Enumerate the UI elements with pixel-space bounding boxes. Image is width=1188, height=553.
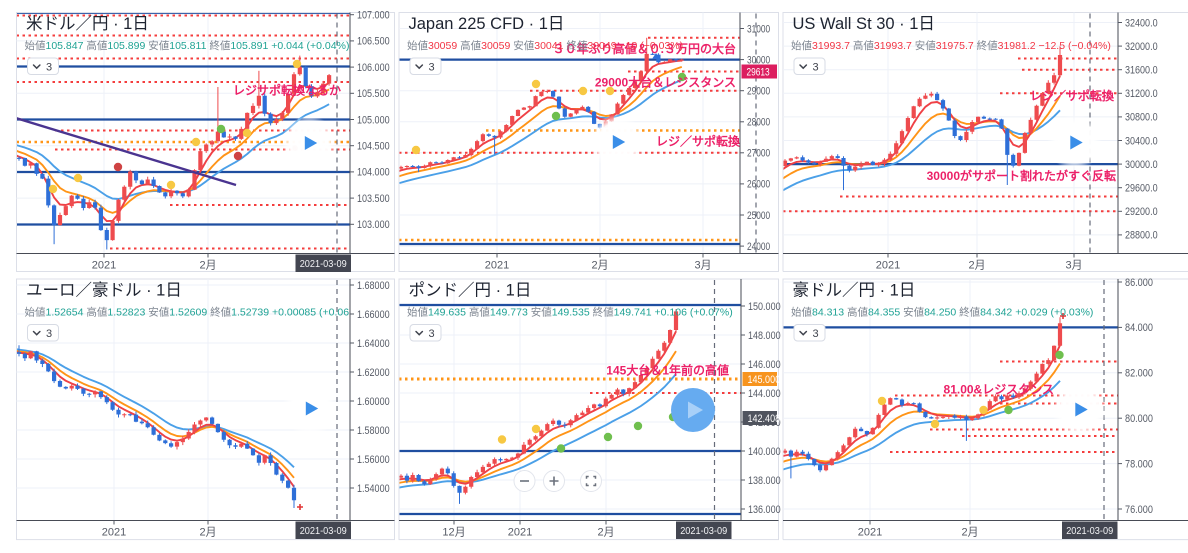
svg-text:米ドル／円 · 1日: 米ドル／円 · 1日 xyxy=(26,14,149,33)
svg-text:103.000: 103.000 xyxy=(357,219,390,231)
svg-text:78.000: 78.000 xyxy=(1125,458,1153,470)
svg-text:80.000: 80.000 xyxy=(1125,413,1153,425)
svg-text:1.66000: 1.66000 xyxy=(357,309,390,321)
svg-text:1.62000: 1.62000 xyxy=(357,367,390,379)
svg-text:32400.0: 32400.0 xyxy=(1125,17,1158,29)
svg-text:29600.0: 29600.0 xyxy=(1125,183,1158,195)
svg-text:27000: 27000 xyxy=(747,148,770,160)
svg-text:2021-03-09: 2021-03-09 xyxy=(300,258,347,270)
svg-text:148.000: 148.000 xyxy=(748,330,781,342)
svg-text:始値30059 高値30059 安値30041 終値3004: 始値30059 高値30059 安値30041 終値30049 −10 (−0.… xyxy=(407,39,683,52)
svg-text:32000.0: 32000.0 xyxy=(1125,41,1158,53)
svg-text:2月: 2月 xyxy=(597,527,614,539)
svg-text:始値105.847 高値105.899 安値105.811: 始値105.847 高値105.899 安値105.811 終値105.891 … xyxy=(25,39,350,52)
svg-text:142.408: 142.408 xyxy=(748,413,781,425)
svg-text:145大台＆1年前の高値: 145大台＆1年前の高値 xyxy=(606,363,729,378)
svg-text:104.500: 104.500 xyxy=(357,141,390,153)
svg-text:106.000: 106.000 xyxy=(357,62,390,74)
svg-text:150.000: 150.000 xyxy=(748,301,781,313)
svg-text:30800.0: 30800.0 xyxy=(1125,112,1158,124)
svg-text:84.000: 84.000 xyxy=(1125,322,1153,334)
svg-text:76.000: 76.000 xyxy=(1125,504,1153,516)
svg-text:146.000: 146.000 xyxy=(748,359,781,371)
svg-text:レジ／サポ転換: レジ／サポ転換 xyxy=(1030,88,1115,103)
svg-text:24000: 24000 xyxy=(747,241,770,253)
svg-text:104.000: 104.000 xyxy=(357,167,390,179)
svg-text:ユーロ／豪ドル · 1日: ユーロ／豪ドル · 1日 xyxy=(26,280,182,300)
svg-text:2021: 2021 xyxy=(876,260,900,272)
svg-text:31600.0: 31600.0 xyxy=(1125,65,1158,77)
svg-text:25000: 25000 xyxy=(747,210,770,222)
svg-text:レジ／サポ転換: レジ／サポ転換 xyxy=(656,134,741,149)
svg-text:2月: 2月 xyxy=(968,260,985,272)
svg-text:ポンド／円 · 1日: ポンド／円 · 1日 xyxy=(409,281,532,300)
svg-text:3月: 3月 xyxy=(694,260,711,272)
svg-text:138.000: 138.000 xyxy=(748,475,781,487)
svg-text:3: 3 xyxy=(46,61,52,73)
svg-text:1.58000: 1.58000 xyxy=(357,425,390,437)
svg-text:29200.0: 29200.0 xyxy=(1125,206,1158,218)
svg-text:140.000: 140.000 xyxy=(748,446,781,458)
svg-text:1.64000: 1.64000 xyxy=(357,338,390,350)
svg-text:105.500: 105.500 xyxy=(357,88,390,100)
svg-text:1.54000: 1.54000 xyxy=(357,483,390,495)
svg-text:始値149.635 高値149.773 安値149.535: 始値149.635 高値149.773 安値149.535 終値149.741 … xyxy=(407,306,733,319)
svg-text:レジサポ転換なるか: レジサポ転換なるか xyxy=(233,83,341,98)
svg-text:2月: 2月 xyxy=(199,260,216,272)
svg-text:2月: 2月 xyxy=(199,527,216,539)
svg-text:豪ドル／円 · 1日: 豪ドル／円 · 1日 xyxy=(793,280,916,300)
svg-text:82.000: 82.000 xyxy=(1125,368,1153,380)
svg-text:3: 3 xyxy=(429,61,435,73)
svg-text:3: 3 xyxy=(813,61,819,73)
svg-text:26000: 26000 xyxy=(747,179,770,191)
svg-text:始値84.313 高値84.355 安値84.250 終値8: 始値84.313 高値84.355 安値84.250 終値84.342 +0.0… xyxy=(791,306,1093,319)
svg-text:3: 3 xyxy=(813,328,819,340)
svg-text:2021-03-09: 2021-03-09 xyxy=(1066,525,1113,537)
svg-text:31000: 31000 xyxy=(747,23,770,35)
svg-text:1.56000: 1.56000 xyxy=(357,454,390,466)
svg-text:81.00&レジスタンス: 81.00&レジスタンス xyxy=(944,383,1054,397)
svg-text:2021-03-09: 2021-03-09 xyxy=(680,525,727,537)
svg-text:31200.0: 31200.0 xyxy=(1125,88,1158,100)
svg-text:29000: 29000 xyxy=(747,86,770,98)
svg-text:3: 3 xyxy=(429,328,435,340)
svg-text:1.68000: 1.68000 xyxy=(357,280,390,292)
svg-text:105.000: 105.000 xyxy=(357,114,390,126)
svg-text:28000: 28000 xyxy=(747,117,770,129)
svg-text:103.500: 103.500 xyxy=(357,193,390,205)
svg-text:136.000: 136.000 xyxy=(748,504,781,516)
svg-text:US Wall St 30 · 1日: US Wall St 30 · 1日 xyxy=(793,15,935,33)
svg-text:始値31993.7 高値31993.7 安値31975.7: 始値31993.7 高値31993.7 安値31975.7 終値31981.2 … xyxy=(791,39,1111,52)
svg-text:2021: 2021 xyxy=(858,527,882,539)
svg-text:145.000: 145.000 xyxy=(748,374,781,386)
svg-text:3: 3 xyxy=(46,328,52,340)
svg-text:144.000: 144.000 xyxy=(748,388,781,400)
svg-text:2021-03-09: 2021-03-09 xyxy=(300,525,347,537)
svg-text:12月: 12月 xyxy=(442,527,465,539)
svg-text:106.500: 106.500 xyxy=(357,36,390,48)
svg-text:3月: 3月 xyxy=(1065,260,1082,272)
svg-text:30400.0: 30400.0 xyxy=(1125,135,1158,147)
svg-text:Japan 225 CFD · 1日: Japan 225 CFD · 1日 xyxy=(409,15,565,33)
svg-text:始値1.52654 高値1.52823 安値1.52609: 始値1.52654 高値1.52823 安値1.52609 終値1.52739 … xyxy=(25,306,358,319)
svg-text:1.60000: 1.60000 xyxy=(357,396,390,408)
svg-text:2月: 2月 xyxy=(961,527,978,539)
svg-text:30000: 30000 xyxy=(747,54,770,66)
svg-text:30000がサポート割れたがすぐ反転: 30000がサポート割れたがすぐ反転 xyxy=(927,168,1116,183)
svg-text:2月: 2月 xyxy=(591,260,608,272)
svg-text:107.000: 107.000 xyxy=(357,10,390,22)
svg-text:86.000: 86.000 xyxy=(1125,277,1153,289)
svg-text:2021: 2021 xyxy=(102,527,126,539)
svg-text:29613: 29613 xyxy=(747,66,770,78)
svg-text:３０年ぶり高値＆０.３万円の大台: ３０年ぶり高値＆０.３万円の大台 xyxy=(553,41,736,56)
svg-text:28800.0: 28800.0 xyxy=(1125,230,1158,242)
svg-text:2021: 2021 xyxy=(508,527,532,539)
svg-text:2021: 2021 xyxy=(485,260,509,272)
svg-text:30000.0: 30000.0 xyxy=(1125,159,1158,171)
svg-text:29000大台＆レジスタンス: 29000大台＆レジスタンス xyxy=(595,75,736,90)
svg-text:2021: 2021 xyxy=(92,260,116,272)
